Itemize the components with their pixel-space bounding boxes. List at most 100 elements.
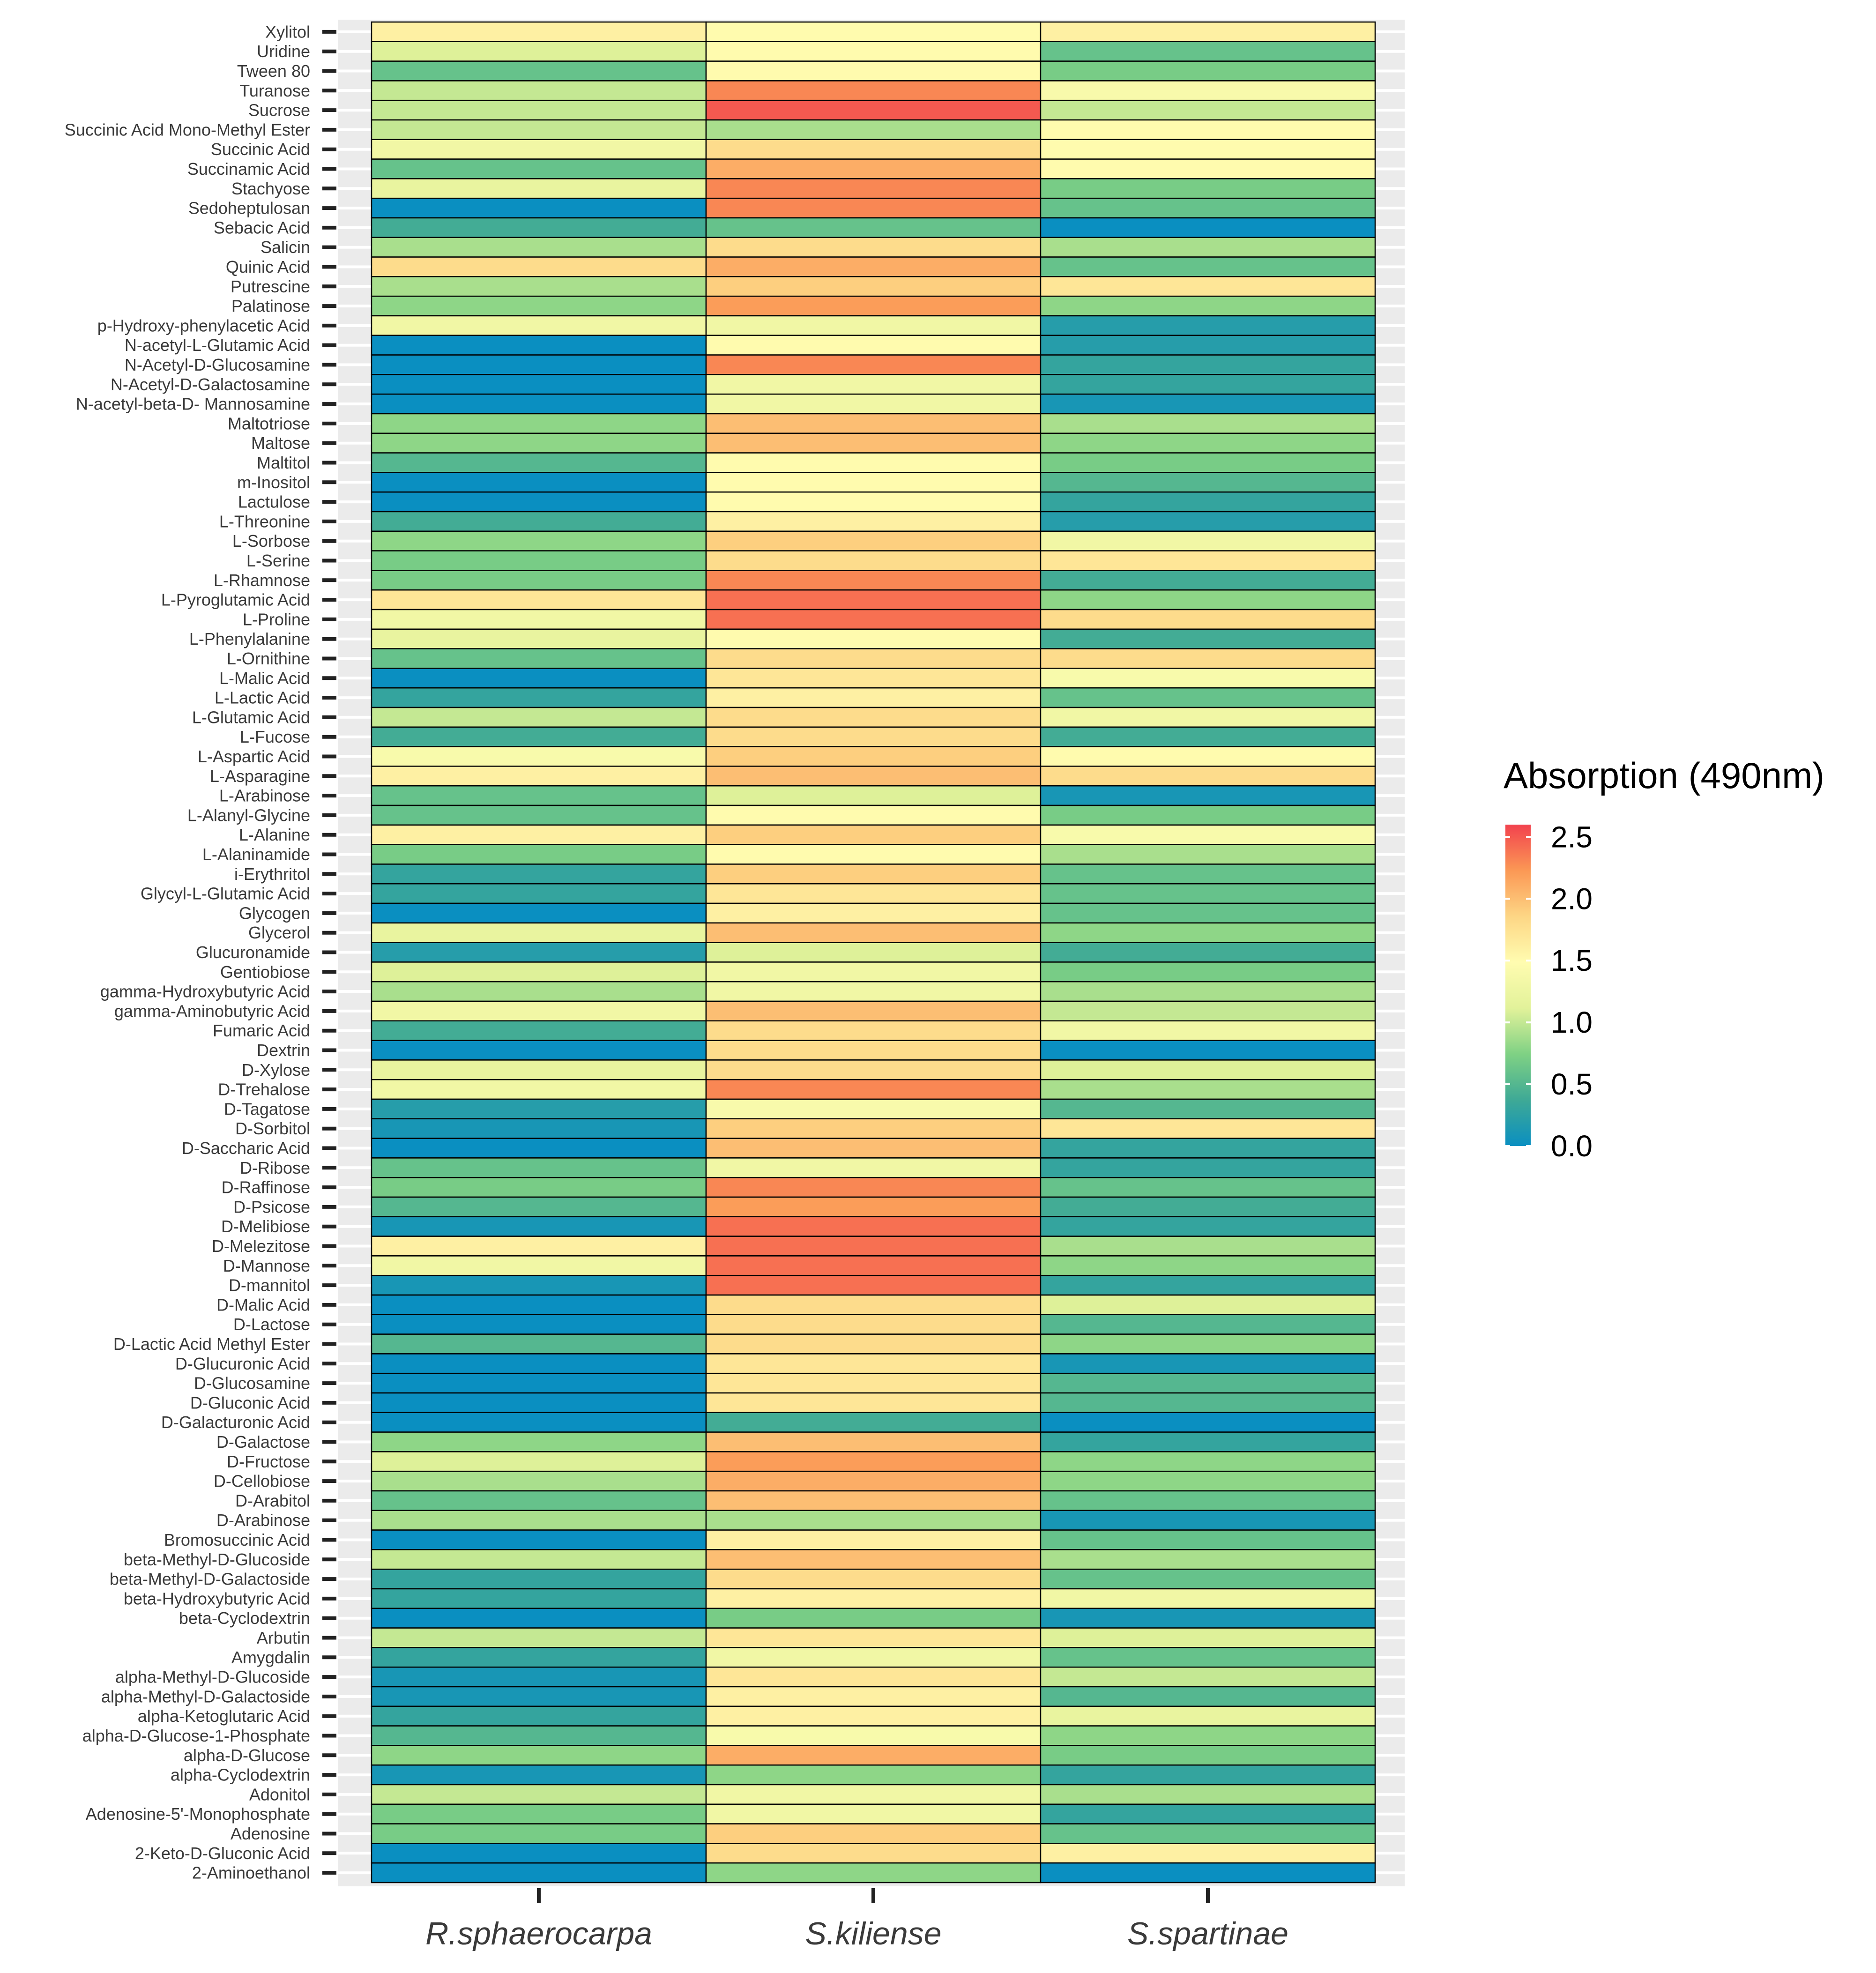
heatmap-cell	[705, 472, 1042, 493]
heatmap-cell	[371, 1725, 707, 1746]
heatmap-cell	[705, 1196, 1042, 1218]
heatmap-cell	[371, 1294, 707, 1316]
heatmap-cell	[705, 1040, 1042, 1061]
heatmap-cell	[371, 883, 707, 904]
heatmap-cell	[705, 668, 1042, 689]
heatmap-cell	[371, 707, 707, 728]
heatmap-cell	[705, 1666, 1042, 1688]
y-tick-label: L-Aspartic Acid	[198, 747, 310, 766]
heatmap-cell	[705, 335, 1042, 356]
heatmap-cell	[371, 824, 707, 845]
y-tick-label: p-Hydroxy-phenylacetic Acid	[97, 316, 310, 335]
heatmap-cell	[371, 1608, 707, 1629]
heatmap-cell	[705, 315, 1042, 336]
heatmap-cell	[705, 1431, 1042, 1452]
heatmap-cell	[371, 1647, 707, 1668]
heatmap-cell	[705, 1705, 1042, 1727]
heatmap-cell	[1040, 961, 1376, 983]
legend-colorbar	[1505, 825, 1531, 1146]
heatmap-cell	[705, 119, 1042, 141]
heatmap-cell	[705, 844, 1042, 865]
heatmap-cell	[1040, 746, 1376, 767]
x-axis: R.sphaerocarpa S.kiliense S.spartinae	[425, 1888, 1288, 1951]
y-tick-label: D-Raffinose	[222, 1178, 310, 1197]
heatmap-cell	[1040, 41, 1376, 62]
heatmap-cell	[705, 413, 1042, 434]
heatmap-cell	[371, 550, 707, 571]
legend-tick-label: 0.5	[1551, 1067, 1593, 1101]
y-tick-label: alpha-Methyl-D-Glucoside	[115, 1668, 310, 1687]
y-tick-label: D-Lactic Acid Methyl Ester	[113, 1334, 310, 1354]
y-tick-label: D-Glucosamine	[194, 1374, 310, 1393]
heatmap-cell	[371, 746, 707, 767]
heatmap-cell	[371, 1353, 707, 1374]
heatmap-cell	[1040, 1392, 1376, 1414]
y-tick-label: D-Xylose	[242, 1060, 310, 1080]
heatmap-cell	[371, 1372, 707, 1394]
heatmap-cell	[705, 961, 1042, 983]
heatmap-cell	[1040, 1412, 1376, 1433]
heatmap-cell	[705, 1216, 1042, 1237]
y-tick-label: i-Erythritol	[234, 864, 310, 884]
heatmap-cell	[1040, 883, 1376, 904]
heatmap-cell	[1040, 1236, 1376, 1257]
y-tick-label: L-Asparagine	[210, 767, 310, 786]
heatmap-cell	[371, 1314, 707, 1335]
heatmap-cell	[1040, 393, 1376, 415]
y-tick-label: L-Threonine	[219, 512, 310, 531]
heatmap-cell	[371, 21, 707, 43]
heatmap-cell	[705, 785, 1042, 806]
heatmap-cell	[371, 1490, 707, 1511]
heatmap-cell	[371, 452, 707, 473]
y-tick-label: beta-Methyl-D-Glucoside	[124, 1550, 310, 1569]
heatmap-cell	[371, 119, 707, 141]
heatmap-cell	[705, 609, 1042, 630]
heatmap-cell	[371, 413, 707, 434]
y-tick-label: Salicin	[261, 238, 310, 257]
y-tick-label: Maltose	[251, 433, 310, 453]
heatmap-cell	[1040, 922, 1376, 943]
heatmap-cell	[705, 1647, 1042, 1668]
heatmap-cell	[371, 237, 707, 258]
y-tick-label: D-Arabinose	[216, 1511, 310, 1530]
heatmap-cell	[1040, 1705, 1376, 1727]
heatmap-cell	[1040, 981, 1376, 1002]
heatmap-cell	[371, 1176, 707, 1198]
y-tick-label: Glucuronamide	[196, 943, 310, 962]
heatmap-cell	[1040, 1843, 1376, 1864]
heatmap-cell	[1040, 1588, 1376, 1609]
heatmap-cell	[705, 491, 1042, 513]
heatmap-cell	[1040, 472, 1376, 493]
heatmap-cell	[371, 393, 707, 415]
heatmap-cell	[705, 1138, 1042, 1159]
heatmap-cell	[705, 1451, 1042, 1472]
legend-tick-label: 2.0	[1551, 882, 1593, 916]
heatmap-cell	[705, 902, 1042, 924]
heatmap-cell	[371, 1745, 707, 1766]
heatmap-cell	[1040, 139, 1376, 160]
heatmap-cell	[705, 1314, 1042, 1335]
legend-tick-label: 1.0	[1551, 1005, 1593, 1039]
heatmap-cell	[1040, 1725, 1376, 1746]
heatmap-cell	[1040, 99, 1376, 121]
heatmap-cell	[1040, 1647, 1376, 1668]
y-tick-label: D-Arabitol	[235, 1491, 310, 1510]
y-tick-label: Maltotriose	[228, 414, 310, 433]
heatmap-cell	[1040, 550, 1376, 571]
heatmap-cell	[371, 1274, 707, 1296]
heatmap-cell	[371, 139, 707, 160]
heatmap-cell	[371, 1431, 707, 1452]
heatmap-cell	[1040, 452, 1376, 473]
heatmap-cell	[1040, 668, 1376, 689]
y-tick-label: Amygdalin	[231, 1648, 310, 1667]
heatmap-cell	[371, 1549, 707, 1570]
y-tick-label: L-Sorbose	[232, 531, 310, 551]
heatmap-cell	[1040, 1686, 1376, 1707]
heatmap-cell	[1040, 354, 1376, 375]
y-tick-label: L-Lactic Acid	[215, 688, 310, 707]
y-tick-label: D-Lactose	[233, 1315, 310, 1334]
y-tick-label: D-Glucuronic Acid	[175, 1354, 310, 1373]
heatmap-cell	[371, 766, 707, 787]
heatmap-cell	[1040, 902, 1376, 924]
heatmap-cells	[371, 21, 1376, 1884]
